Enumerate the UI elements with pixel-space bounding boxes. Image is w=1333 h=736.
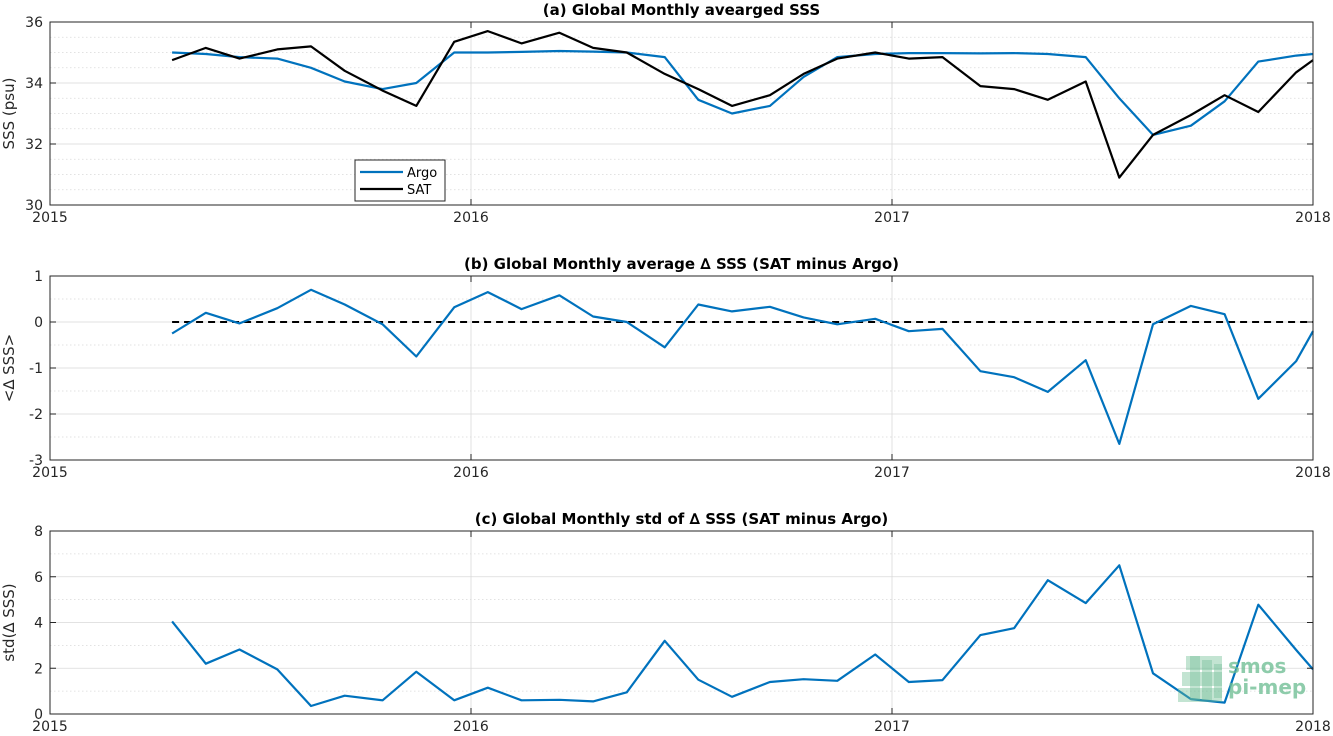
x-tick-label: 2017 [874,719,910,735]
y-tick-label: 2 [34,661,43,677]
x-tick-label: 2017 [874,210,910,226]
y-tick-label: 36 [25,15,43,31]
axes-box [49,21,1314,206]
series-line-1 [171,564,1314,708]
panel-title: (a) Global Monthly avearged SSS [543,1,820,19]
chart-panel-3: 0 2 4 6 8 2015 2016 2017 2018 (c) Global Monthly … [0,510,1331,735]
logo-text-line-1: smos [1228,654,1286,678]
legend-label-argo: Argo [407,166,437,181]
x-tick-label: 2015 [32,210,68,226]
logo-block [1202,660,1212,700]
series-line-argo [172,49,1314,136]
logo-block [1178,688,1222,702]
chart-panel-1: 30 32 34 36 2015 2016 2017 2018 (a) Global Month… [0,1,1331,226]
panel-title: (c) Global Monthly std of ∆ SSS (SAT min… [475,510,889,528]
y-tick-label: 0 [34,707,43,723]
logo-text-line-2: pi-mep [1228,675,1306,699]
y-tick-label: 0 [34,315,43,331]
y-tick-label: 4 [34,616,43,632]
y-tick-label: 8 [34,524,43,540]
panel-title: (b) Global Monthly average ∆ SSS (SAT mi… [464,255,899,273]
x-tick-label: 2017 [874,465,910,481]
chart-panel-2: -3 -2 -1 0 1 2015 2016 2017 2018 (b) Global Month… [0,255,1331,481]
series-line-1 [171,288,1314,445]
x-tick-label: 2018 [1295,719,1331,735]
y-tick-label: 30 [25,198,43,214]
y-tick-label: 32 [25,137,43,153]
series-line-sat [171,30,1314,179]
y-tick-label: -1 [29,361,43,377]
logo-block [1190,656,1200,700]
legend-label-sat: SAT [407,183,431,198]
logo-block [1182,672,1222,686]
legend-box [354,159,446,202]
logo-block [1214,664,1222,698]
y-axis-label: SSS (psu) [0,78,18,150]
logo-block [1186,656,1222,670]
y-tick-label: -3 [29,453,43,469]
x-tick-label: 2015 [32,465,68,481]
y-tick-label: -2 [29,407,43,423]
x-tick-label: 2016 [453,465,489,481]
legend: Argo SAT [354,159,446,202]
y-tick-label: 34 [25,76,43,92]
x-tick-label: 2018 [1295,465,1331,481]
x-tick-label: 2015 [32,719,68,735]
x-tick-label: 2018 [1295,210,1331,226]
y-axis-label: <∆ SSS> [0,334,18,403]
y-tick-label: 6 [34,570,43,586]
x-tick-label: 2016 [453,210,489,226]
y-tick-label: 1 [34,269,43,285]
x-tick-label: 2016 [453,719,489,735]
y-axis-label: std(∆ SSS) [0,583,18,661]
